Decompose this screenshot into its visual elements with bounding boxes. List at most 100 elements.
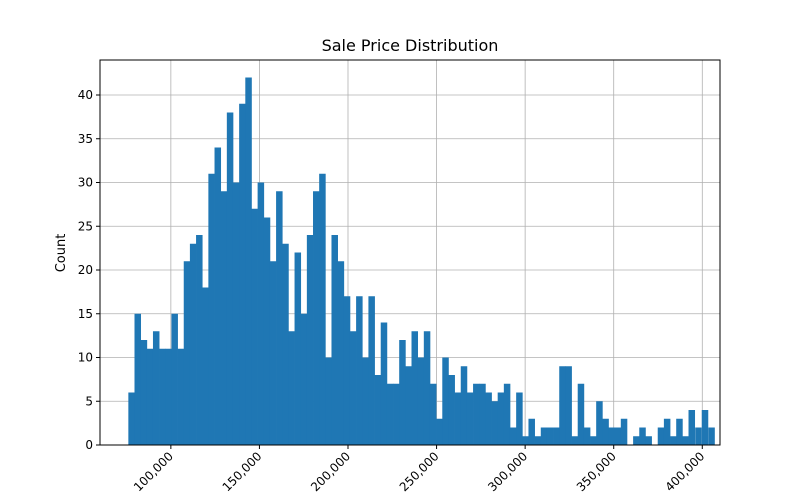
histogram-bar <box>534 436 542 445</box>
histogram-bar <box>276 191 283 445</box>
histogram-bar <box>503 383 511 445</box>
y-tick-label: 15 <box>78 307 93 321</box>
x-axis-ticks: 100,000 150,000 200,000 250,000 300,000 350,0… <box>131 445 707 494</box>
histogram-bar <box>559 366 566 445</box>
histogram-bar <box>657 427 665 445</box>
x-tick-label: 250,000 <box>397 449 442 494</box>
histogram-bar <box>695 427 702 445</box>
histogram-bar <box>448 375 455 445</box>
y-tick-label: 10 <box>78 351 93 365</box>
histogram-bar <box>460 366 468 445</box>
histogram-bar <box>220 191 228 445</box>
histogram-bar <box>349 331 357 445</box>
histogram-bar <box>405 366 412 445</box>
histogram-bar <box>708 427 715 445</box>
histogram-bar <box>177 348 185 445</box>
histogram-bar <box>516 392 523 445</box>
histogram-bar <box>522 436 529 445</box>
histogram-bar <box>663 418 671 445</box>
histogram-bar <box>374 375 382 445</box>
histogram-bar <box>165 348 172 445</box>
histogram-bar <box>688 410 696 445</box>
x-tick-label: 100,000 <box>131 449 176 494</box>
histogram-bar <box>393 383 400 445</box>
histogram-bars <box>128 77 715 445</box>
histogram-bar <box>509 427 517 445</box>
histogram-bar <box>442 357 449 445</box>
histogram-bar <box>485 392 492 445</box>
histogram-bar <box>294 252 302 445</box>
histogram-bar <box>491 401 499 445</box>
histogram-bar <box>368 296 375 445</box>
histogram-bar <box>140 340 148 445</box>
x-tick-label: 350,000 <box>574 449 619 494</box>
histogram-bar <box>614 427 622 445</box>
histogram-bar <box>343 296 351 445</box>
histogram-bar <box>362 357 369 445</box>
histogram-bar <box>386 383 394 445</box>
histogram-bar <box>596 401 603 445</box>
histogram-bar <box>159 348 166 445</box>
y-axis-ticks: 0 5 10 15 20 25 30 35 40 <box>78 88 100 452</box>
histogram-bar <box>608 427 615 445</box>
histogram-bar <box>331 235 338 445</box>
histogram-bar <box>602 418 609 445</box>
histogram-bar <box>546 427 554 445</box>
histogram-bar <box>590 436 597 445</box>
histogram-bar <box>171 313 178 445</box>
x-tick-label: 300,000 <box>485 449 530 494</box>
y-tick-label: 5 <box>85 394 93 408</box>
histogram-bar <box>479 383 486 445</box>
histogram-bar <box>196 235 203 445</box>
histogram-bar <box>257 182 265 445</box>
histogram-bar <box>134 313 142 445</box>
histogram-bar <box>202 287 209 445</box>
y-tick-label: 0 <box>85 438 93 452</box>
x-tick-label: 150,000 <box>220 449 265 494</box>
chart-title: Sale Price Distribution <box>322 36 499 55</box>
plot-area-frame <box>99 59 721 446</box>
histogram-bar <box>245 77 252 445</box>
histogram-bar <box>701 410 709 445</box>
histogram-bar <box>645 436 652 445</box>
histogram-bar <box>565 366 572 445</box>
histogram-bar <box>577 383 585 445</box>
histogram-bar <box>232 182 240 445</box>
histogram-bar <box>633 436 640 445</box>
histogram-bar <box>436 418 443 445</box>
histogram-bar <box>269 261 277 445</box>
y-tick-label: 40 <box>78 88 93 102</box>
x-tick-label: 400,000 <box>662 449 707 494</box>
histogram-bar <box>466 392 474 445</box>
histogram-bar <box>337 261 345 445</box>
histogram-bar <box>189 243 197 445</box>
histogram-bar <box>497 392 505 445</box>
histogram-bar <box>676 418 683 445</box>
histogram-bar <box>528 418 535 445</box>
histogram-bar <box>251 208 258 445</box>
histogram-bar <box>214 147 222 445</box>
histogram-bar <box>263 217 271 445</box>
histogram-bar <box>583 427 591 445</box>
y-tick-label: 30 <box>78 176 93 190</box>
histogram-bar <box>300 313 308 445</box>
y-tick-label: 35 <box>78 132 93 146</box>
histogram-bar <box>380 322 388 445</box>
histogram-bar <box>670 436 677 445</box>
histogram-bar <box>306 235 314 445</box>
histogram-bar <box>152 331 160 445</box>
histogram-bar <box>639 427 646 445</box>
histogram-bar <box>183 261 191 445</box>
histogram-bar <box>553 427 560 445</box>
histogram-bar <box>128 392 135 445</box>
histogram-bar <box>313 191 320 445</box>
histogram-bar <box>411 331 419 445</box>
histogram-bar <box>571 436 579 445</box>
y-tick-label: 20 <box>78 263 93 277</box>
histogram-bar <box>454 392 462 445</box>
histogram-bar <box>540 427 548 445</box>
x-tick-label: 200,000 <box>308 449 353 494</box>
histogram-bar <box>429 383 437 445</box>
histogram-bar <box>423 331 431 445</box>
